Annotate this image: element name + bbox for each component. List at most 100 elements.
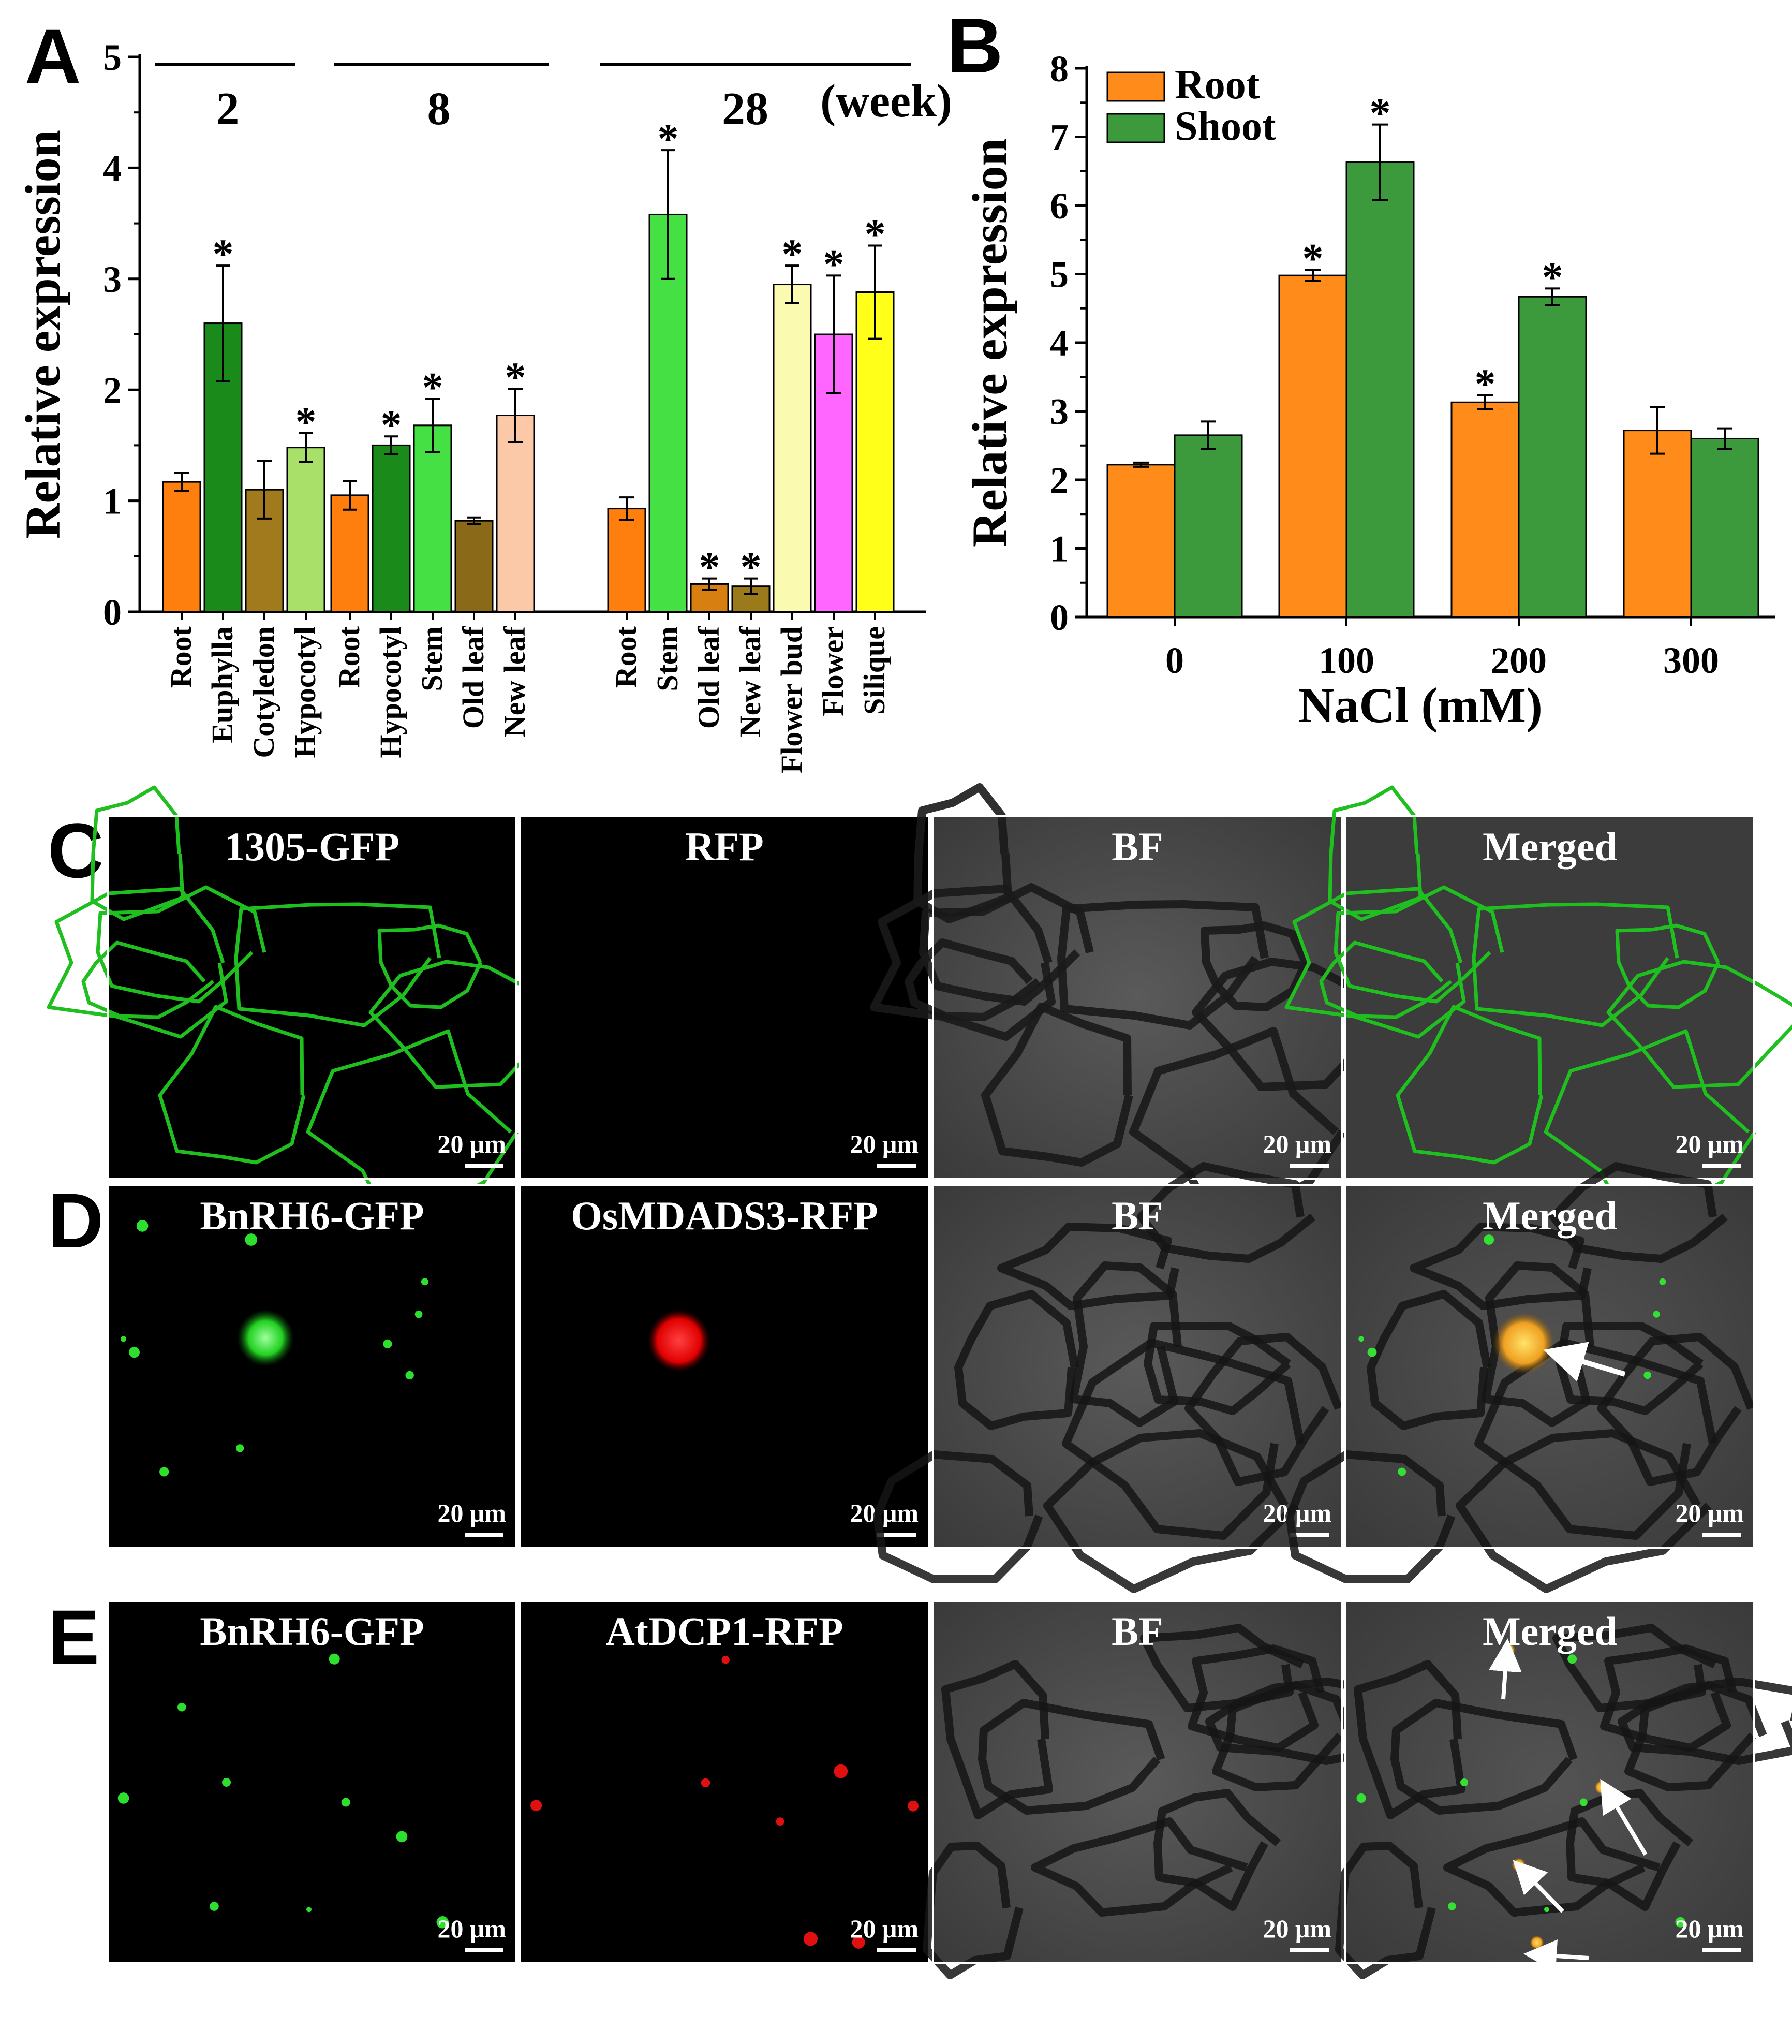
bar (330, 494, 369, 613)
fluorescent-spot (834, 1764, 848, 1778)
cell-outline (1472, 902, 1679, 1027)
scale-bar-label: 20 μm (438, 1129, 507, 1158)
micrograph-e-2: AtDCP1-RFP 20 μm (519, 1600, 930, 1964)
x-tick-label: Stem (650, 626, 684, 692)
significance-star: * (1370, 90, 1391, 137)
scale-bar-label: 20 μm (850, 1914, 919, 1943)
significance-star: * (1542, 253, 1563, 300)
scale-bar-label: 20 μm (438, 1498, 507, 1527)
cell-outline (1153, 1789, 1281, 1911)
cell-outline (368, 960, 570, 1089)
image-border (932, 815, 1343, 1180)
cell-outline (1184, 1333, 1343, 1486)
cell-outline (954, 1290, 1079, 1430)
cell-outline (1615, 923, 1721, 1009)
image-border (1344, 815, 1755, 1180)
channel-label: BF (1112, 1609, 1163, 1654)
bar (496, 415, 535, 613)
cell-outline (1192, 958, 1397, 1091)
cell-outline (1137, 1162, 1316, 1263)
cell-outline (1396, 1005, 1544, 1165)
x-tick-label: 300 (1663, 640, 1719, 681)
fluorescent-spot (414, 1310, 423, 1318)
y-tick-label: 6 (1050, 185, 1069, 227)
scale-bar-label: 20 μm (1263, 1129, 1332, 1158)
fluorescent-spot (1643, 1371, 1651, 1379)
x-tick-label: Hypocotyl (374, 626, 407, 758)
cell-outline (90, 785, 185, 921)
channel-label: AtDCP1-RFP (605, 1609, 843, 1654)
micrograph-e-4: Merged 20 μm (1335, 1600, 1792, 1979)
unit-label: (week) (820, 76, 952, 127)
x-tick-label: 200 (1491, 640, 1547, 681)
cell-outline (234, 902, 441, 1027)
image-border (107, 1184, 517, 1549)
cell-outline (873, 1450, 1043, 1583)
cell-outline (377, 923, 483, 1009)
fluorescent-spot (245, 1233, 258, 1246)
image-border (107, 1600, 517, 1964)
image-border (1344, 1600, 1755, 1964)
arrow-icon (1488, 1638, 1522, 1700)
bar (1518, 296, 1587, 618)
image-border (1344, 1184, 1755, 1549)
bar (1278, 274, 1347, 618)
fluorescent-spot (210, 1902, 219, 1911)
fluorescent-spot (396, 1831, 408, 1843)
micrograph-d-4: Merged 20 μm (1285, 1162, 1755, 1593)
bar (1106, 464, 1176, 618)
fluorescent-spot (341, 1798, 350, 1807)
group-label: 8 (427, 83, 451, 135)
chart-a: 0 1 2 3 4 5 Relative expression 2 Root * Euphylla C… (15, 37, 952, 773)
fluorescent-spot (1659, 1278, 1666, 1285)
cell-outline (1624, 1681, 1767, 1791)
fluorescent-spot (117, 1792, 129, 1804)
significance-star: * (699, 543, 720, 591)
fluorescent-spot (1398, 1467, 1406, 1476)
image-border (519, 1600, 930, 1964)
cell-outline (1335, 1842, 1436, 1979)
scale-bar-label: 20 μm (1676, 1498, 1744, 1527)
bar (162, 481, 201, 613)
x-tick-label: Root (332, 626, 366, 688)
fluorescent-spot (1367, 1347, 1377, 1357)
x-tick-label: Silique (857, 626, 891, 715)
fluorescent-spot (852, 1936, 865, 1949)
cell-outline (1443, 1817, 1661, 1917)
channel-label: BnRH6-GFP (200, 1193, 424, 1238)
significance-star: * (505, 354, 526, 401)
cell-outline (981, 1003, 1133, 1167)
x-tick-label: Old leaf (692, 626, 725, 729)
fluorescent-spot (701, 1778, 710, 1788)
fluorescent-spot (530, 1800, 542, 1812)
bar (413, 424, 452, 613)
arrow-icon (1513, 1860, 1564, 1913)
significance-star: * (213, 230, 234, 277)
x-tick-label: 0 (1165, 640, 1184, 681)
significance-star: * (823, 240, 845, 287)
group-label: 2 (216, 83, 240, 135)
legend-swatch (1106, 71, 1165, 102)
panel-label-a: A (25, 12, 81, 99)
fluorescent-spot (222, 1777, 231, 1787)
y-tick-label: 3 (103, 259, 122, 300)
channel-label: Merged (1483, 1609, 1617, 1654)
fluorescent-spot (436, 1916, 449, 1929)
image-background (108, 1185, 516, 1548)
bar (286, 447, 325, 613)
arrow-icon (1523, 1939, 1589, 1973)
fluorescent-spot (383, 1339, 392, 1349)
cell-outline (1062, 1339, 1305, 1540)
colocalization-spot (1594, 1780, 1609, 1795)
x-tick-label: Old leaf (456, 626, 490, 729)
image-border (107, 815, 517, 1180)
fluorescent-spot (136, 1220, 149, 1232)
cell-outline (1334, 885, 1504, 1004)
fluorescent-spot (1567, 1654, 1577, 1664)
bar (454, 520, 494, 613)
cell-outline (1367, 1290, 1491, 1430)
channel-label: OsMDADS3-RFP (571, 1193, 878, 1238)
scale-bar-label: 20 μm (1263, 1914, 1332, 1943)
image-border (519, 815, 930, 1180)
channel-label: BnRH6-GFP (200, 1609, 424, 1654)
